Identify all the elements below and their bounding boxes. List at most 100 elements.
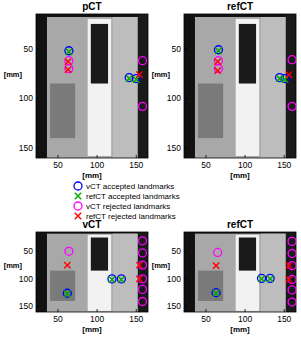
phantom-body — [195, 234, 286, 312]
legend-marker — [74, 182, 82, 190]
landmark — [288, 250, 296, 258]
landmark — [258, 274, 266, 282]
y-tick-label: 150 — [19, 143, 33, 153]
legend-marker — [75, 193, 81, 199]
landmark — [286, 276, 292, 282]
air-insert — [239, 238, 256, 271]
y-tick — [184, 48, 187, 49]
y-tick — [184, 251, 187, 252]
air-insert — [91, 238, 108, 271]
landmark — [288, 56, 296, 64]
y-tick-label: 150 — [167, 301, 181, 311]
panel-title: vCT — [83, 219, 102, 230]
y-tick-label: 100 — [167, 93, 181, 103]
x-axis-label: [mm] — [230, 325, 250, 334]
landmark — [136, 262, 142, 268]
landmark — [288, 298, 296, 306]
x-tick — [284, 309, 285, 312]
bone-insert — [88, 235, 111, 311]
y-axis-label: [mm] — [152, 70, 171, 79]
phantom-insert — [198, 271, 223, 301]
y-tick-label: 100 — [167, 274, 181, 284]
phantom-slab — [261, 17, 286, 158]
phantom-insert — [198, 84, 223, 139]
y-tick — [184, 148, 187, 149]
phantom-slab — [113, 17, 138, 158]
x-tick-label: 50 — [53, 160, 63, 170]
landmark — [276, 75, 282, 81]
edge-strip — [286, 232, 296, 312]
y-tick-label: 150 — [19, 301, 33, 311]
y-tick-label: 50 — [24, 246, 34, 256]
y-tick — [36, 98, 39, 99]
landmark — [109, 276, 115, 282]
landmark — [65, 47, 73, 55]
x-tick-label: 150 — [277, 314, 291, 324]
phantom-body — [47, 234, 138, 312]
landmark — [117, 275, 125, 283]
points — [63, 237, 146, 306]
x-tick — [245, 155, 246, 158]
landmark — [136, 276, 142, 282]
landmark — [212, 289, 220, 297]
air-insert — [239, 24, 256, 84]
phantom-insert — [50, 84, 75, 139]
phantom-body — [47, 17, 138, 158]
x-tick — [97, 309, 98, 312]
plot-frame — [184, 232, 296, 312]
landmark — [214, 248, 222, 256]
y-tick-label: 50 — [172, 44, 182, 54]
landmark — [136, 71, 142, 77]
x-tick-label: 50 — [53, 314, 63, 324]
panel-title: refCT — [227, 1, 253, 12]
landmark — [258, 276, 264, 282]
y-tick — [36, 278, 39, 279]
air-insert — [91, 24, 108, 84]
bone-insert — [236, 19, 259, 156]
landmark — [139, 249, 147, 257]
landmark — [139, 285, 147, 293]
y-tick — [184, 306, 187, 307]
landmark — [213, 262, 219, 268]
x-tick-label: 50 — [201, 160, 211, 170]
image-bg — [184, 232, 296, 312]
landmark — [282, 76, 288, 82]
landmark — [63, 289, 71, 297]
edge-strip — [286, 14, 296, 158]
x-tick-label: 150 — [129, 160, 143, 170]
image-bg — [184, 14, 296, 158]
y-tick-label: 50 — [24, 44, 34, 54]
ct-image — [184, 232, 296, 312]
ct-image — [36, 14, 148, 158]
x-tick-label: 150 — [129, 314, 143, 324]
background — [0, 0, 301, 340]
landmark — [139, 237, 147, 245]
bone-insert — [88, 19, 111, 156]
bone-insert — [236, 235, 259, 311]
points — [65, 47, 147, 111]
landmark — [64, 262, 70, 268]
panel-title: pCT — [82, 1, 101, 12]
y-axis-label: [mm] — [4, 70, 23, 79]
legend-label: vCT accepted landmarks — [86, 182, 174, 191]
y-tick-label: 150 — [167, 143, 181, 153]
x-tick-label: 150 — [277, 160, 291, 170]
landmark — [214, 46, 222, 54]
x-tick-label: 50 — [201, 314, 211, 324]
image-bg — [36, 232, 148, 312]
plot-frame — [36, 14, 148, 158]
y-tick-label: 50 — [172, 246, 182, 256]
phantom-body — [195, 17, 286, 158]
x-tick-label: 100 — [238, 314, 252, 324]
legend: vCT accepted landmarksrefCT accepted lan… — [74, 182, 180, 221]
landmark — [65, 58, 71, 64]
plot-frame — [36, 232, 148, 312]
landmark — [267, 276, 273, 282]
y-tick — [184, 278, 187, 279]
ct-image — [184, 14, 296, 158]
landmark — [288, 286, 296, 294]
legend-marker — [74, 202, 82, 210]
y-axis-label: [mm] — [4, 261, 23, 270]
y-tick — [184, 98, 187, 99]
landmark — [286, 262, 292, 268]
